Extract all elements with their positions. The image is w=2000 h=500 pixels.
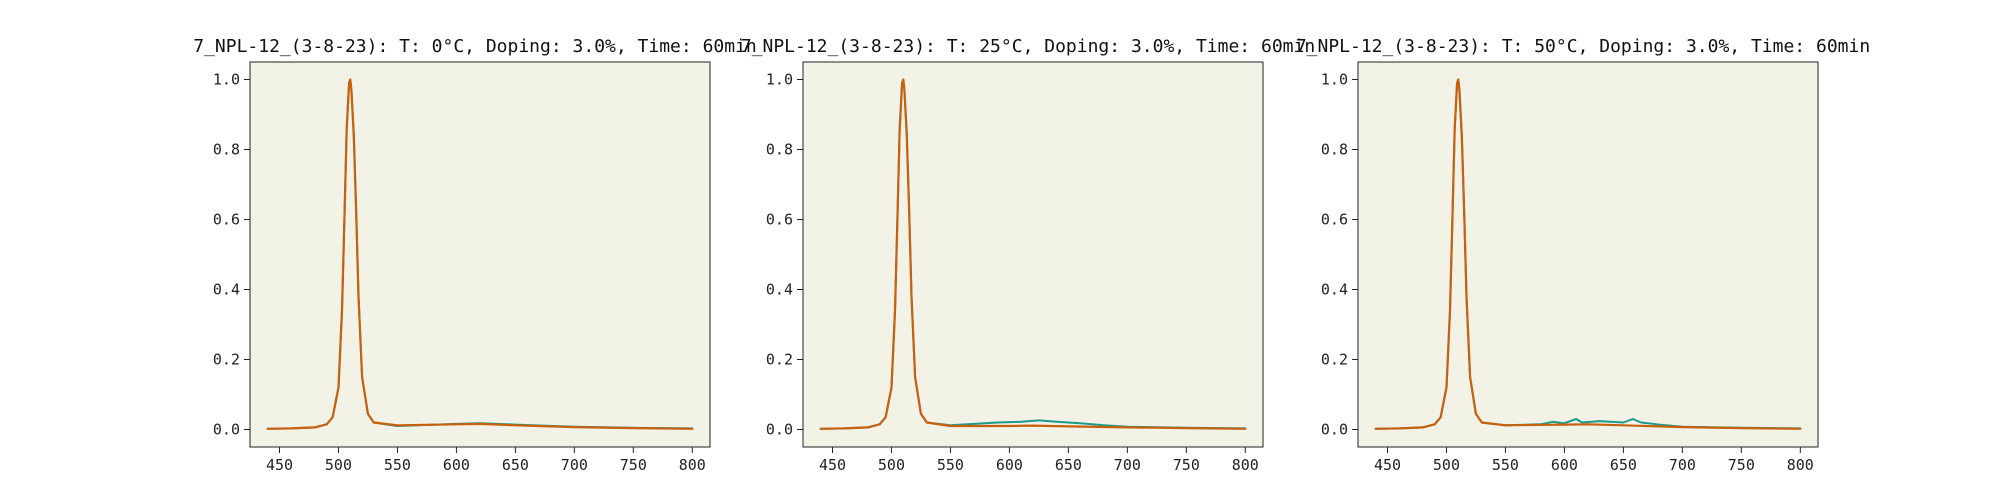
chart-title: 7_NPL-12_(3-8-23): T: 25°C, Doping: 3.0%… bbox=[741, 36, 1315, 57]
series-layer bbox=[266, 78, 694, 430]
series-line-2 bbox=[266, 78, 694, 430]
y-tick-label: 0.8 bbox=[1321, 141, 1348, 159]
y-tick-label: 1.0 bbox=[1321, 71, 1348, 89]
plot-area bbox=[1357, 61, 1819, 448]
x-tick-label: 800 bbox=[679, 456, 706, 474]
x-tick-label: 500 bbox=[325, 456, 352, 474]
y-tick-label: 0.8 bbox=[213, 141, 240, 159]
x-axis: 450 500 550 600 650 700 750 800 bbox=[819, 447, 1259, 474]
x-tick-label: 450 bbox=[819, 456, 846, 474]
y-tick-label: 1.0 bbox=[766, 71, 793, 89]
y-tick-label: 0.6 bbox=[213, 211, 240, 229]
x-tick-label: 500 bbox=[878, 456, 905, 474]
x-tick-label: 750 bbox=[620, 456, 647, 474]
y-axis: 0.0 0.2 0.4 0.6 0.8 1.0 bbox=[766, 71, 803, 439]
x-tick-label: 750 bbox=[1728, 456, 1755, 474]
y-tick-label: 0.0 bbox=[766, 421, 793, 439]
x-tick-label: 650 bbox=[502, 456, 529, 474]
y-tick-label: 0.6 bbox=[1321, 211, 1348, 229]
x-axis: 450 500 550 600 650 700 750 800 bbox=[266, 447, 706, 474]
y-tick-label: 0.4 bbox=[766, 281, 793, 299]
x-tick-label: 700 bbox=[1669, 456, 1696, 474]
y-tick-label: 0.8 bbox=[766, 141, 793, 159]
plot-area bbox=[249, 61, 711, 448]
x-tick-label: 650 bbox=[1610, 456, 1637, 474]
chart-panel-3: 7_NPL-12_(3-8-23): T: 50°C, Doping: 3.0%… bbox=[1296, 36, 1870, 474]
y-tick-label: 0.4 bbox=[1321, 281, 1348, 299]
y-tick-label: 1.0 bbox=[213, 71, 240, 89]
x-tick-label: 750 bbox=[1173, 456, 1200, 474]
x-tick-label: 600 bbox=[443, 456, 470, 474]
series-layer bbox=[1374, 78, 1802, 430]
x-tick-label: 450 bbox=[1374, 456, 1401, 474]
x-tick-label: 500 bbox=[1433, 456, 1460, 474]
chart-panel-1: 7_NPL-12_(3-8-23): T: 0°C, Doping: 3.0%,… bbox=[193, 36, 757, 474]
x-axis: 450 500 550 600 650 700 750 800 bbox=[1374, 447, 1814, 474]
x-tick-label: 450 bbox=[266, 456, 293, 474]
chart-panel-2: 7_NPL-12_(3-8-23): T: 25°C, Doping: 3.0%… bbox=[741, 36, 1315, 474]
y-tick-label: 0.0 bbox=[213, 421, 240, 439]
y-tick-label: 0.4 bbox=[213, 281, 240, 299]
series-line-2 bbox=[1374, 78, 1802, 430]
y-axis: 0.0 0.2 0.4 0.6 0.8 1.0 bbox=[213, 71, 250, 439]
plot-area bbox=[802, 61, 1264, 448]
y-tick-label: 0.0 bbox=[1321, 421, 1348, 439]
series-line-2 bbox=[819, 78, 1247, 430]
y-tick-label: 0.2 bbox=[766, 351, 793, 369]
x-tick-label: 600 bbox=[1551, 456, 1578, 474]
chart-title: 7_NPL-12_(3-8-23): T: 0°C, Doping: 3.0%,… bbox=[193, 36, 757, 57]
x-tick-label: 700 bbox=[561, 456, 588, 474]
y-tick-label: 0.2 bbox=[213, 351, 240, 369]
series-layer bbox=[819, 78, 1247, 430]
x-tick-label: 550 bbox=[384, 456, 411, 474]
y-tick-label: 0.2 bbox=[1321, 351, 1348, 369]
chart-title: 7_NPL-12_(3-8-23): T: 50°C, Doping: 3.0%… bbox=[1296, 36, 1870, 57]
x-tick-label: 800 bbox=[1787, 456, 1814, 474]
x-tick-label: 650 bbox=[1055, 456, 1082, 474]
y-tick-label: 0.6 bbox=[766, 211, 793, 229]
x-tick-label: 700 bbox=[1114, 456, 1141, 474]
x-tick-label: 550 bbox=[1492, 456, 1519, 474]
y-axis: 0.0 0.2 0.4 0.6 0.8 1.0 bbox=[1321, 71, 1358, 439]
x-tick-label: 550 bbox=[937, 456, 964, 474]
x-tick-label: 800 bbox=[1232, 456, 1259, 474]
x-tick-label: 600 bbox=[996, 456, 1023, 474]
